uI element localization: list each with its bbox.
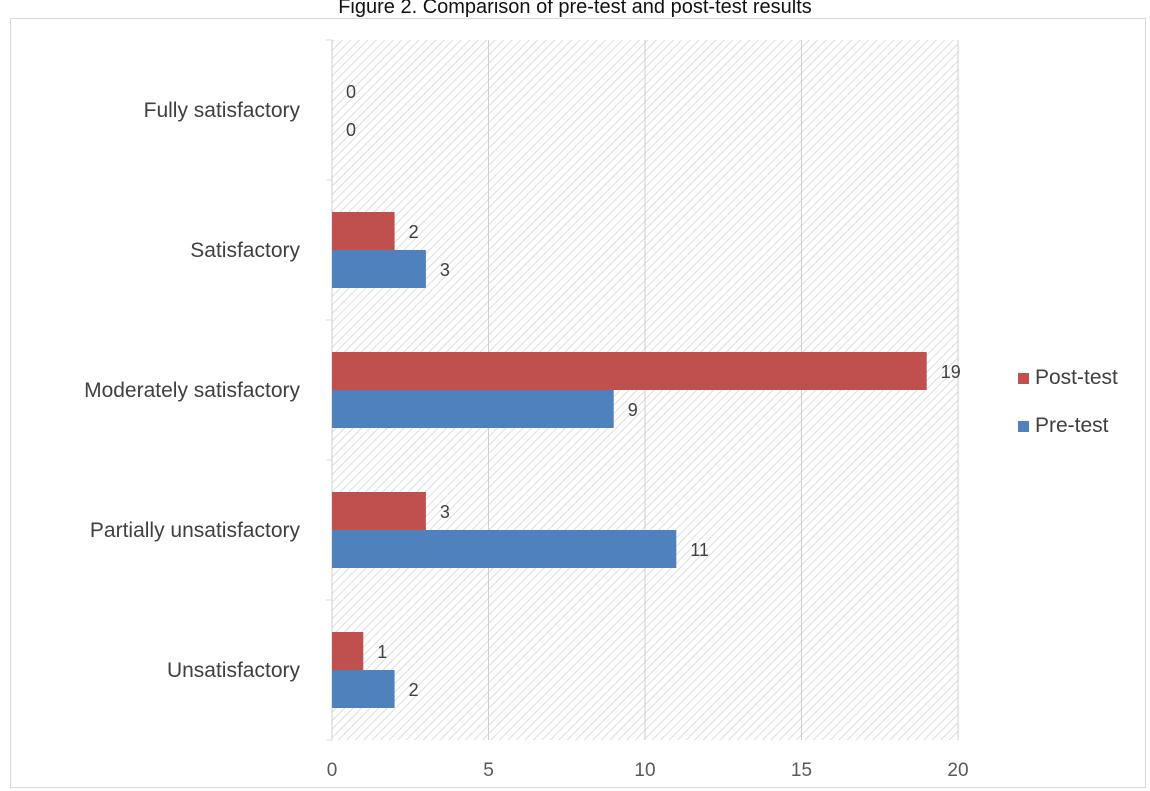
data-label: 0 bbox=[346, 82, 356, 102]
bar-pre-test bbox=[332, 250, 426, 288]
chart-title: Figure 2. Comparison of pre-test and pos… bbox=[338, 0, 812, 18]
x-tick-label: 20 bbox=[947, 760, 968, 781]
x-tick-label: 15 bbox=[791, 760, 812, 781]
category-label: Fully satisfactory bbox=[144, 99, 301, 122]
legend-label: Pre-test bbox=[1035, 414, 1109, 437]
bar-post-test bbox=[332, 492, 426, 530]
bar-post-test bbox=[332, 352, 927, 390]
data-label: 11 bbox=[690, 540, 709, 560]
data-label: 2 bbox=[409, 680, 419, 700]
bar-post-test bbox=[332, 212, 395, 250]
data-label: 0 bbox=[346, 120, 356, 140]
data-label: 3 bbox=[440, 502, 450, 522]
data-label: 19 bbox=[941, 362, 961, 382]
x-tick-label: 0 bbox=[327, 760, 338, 781]
x-tick-label: 5 bbox=[483, 760, 494, 781]
bar-post-test bbox=[332, 632, 364, 670]
bar-pre-test bbox=[332, 670, 395, 708]
x-tick-label: 10 bbox=[634, 760, 655, 781]
bar-pre-test bbox=[332, 530, 677, 568]
legend-label: Post-test bbox=[1035, 366, 1118, 389]
data-label: 2 bbox=[409, 222, 419, 242]
data-label: 1 bbox=[377, 642, 387, 662]
data-label: 3 bbox=[440, 260, 450, 280]
data-label: 9 bbox=[628, 400, 638, 420]
category-label: Partially unsatisfactory bbox=[90, 519, 301, 542]
category-label: Moderately satisfactory bbox=[84, 379, 300, 402]
category-label: Satisfactory bbox=[190, 239, 300, 262]
category-label: Unsatisfactory bbox=[167, 659, 301, 682]
legend-swatch bbox=[1018, 373, 1029, 384]
bar-pre-test bbox=[332, 390, 614, 428]
legend-swatch bbox=[1018, 421, 1029, 432]
